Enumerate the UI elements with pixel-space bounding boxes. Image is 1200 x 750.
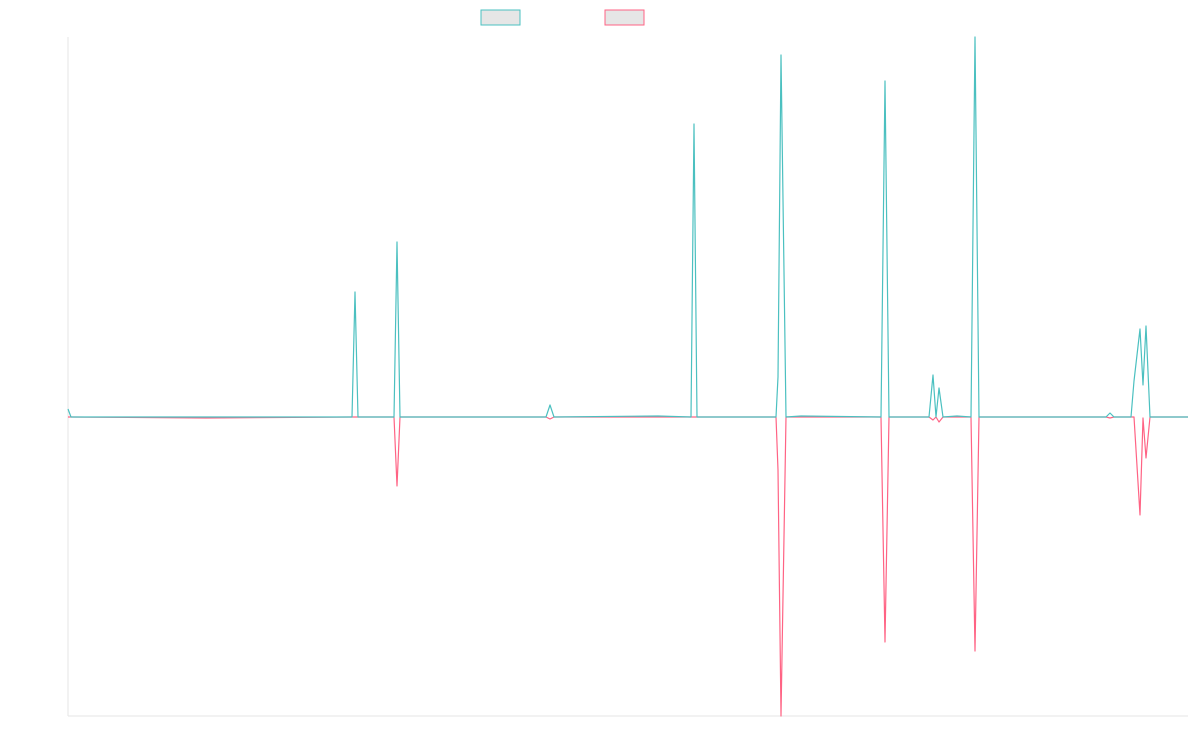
- series-line: [68, 416, 1188, 717]
- series-line: [67, 36, 1188, 418]
- legend-swatch: [480, 9, 521, 26]
- legend-swatch: [604, 9, 645, 26]
